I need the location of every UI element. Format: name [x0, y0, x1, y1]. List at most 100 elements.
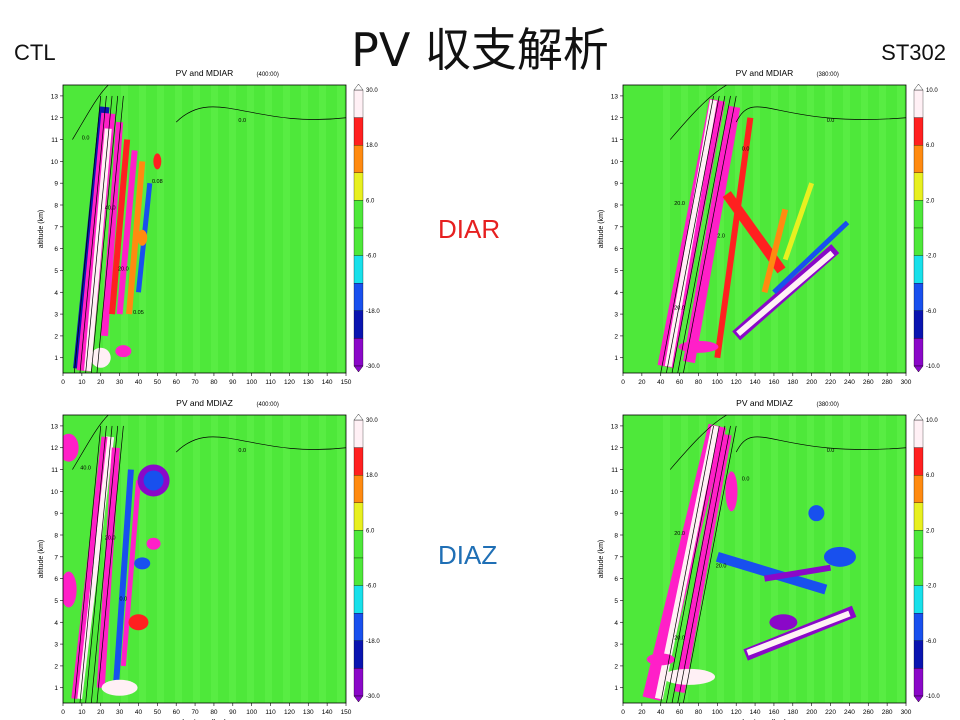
panel-title: PV and MDIAZ	[736, 398, 793, 408]
contour-label: 20.0	[674, 636, 685, 642]
x-tick-label: 260	[863, 379, 874, 386]
y-tick-label: 9	[614, 181, 618, 188]
colorbar-swatch	[913, 613, 924, 641]
zero-contour	[735, 436, 906, 453]
colorbar-swatch	[353, 530, 364, 559]
shade-yellow-streak	[782, 182, 815, 261]
colorbar-label: 30.0	[366, 418, 378, 424]
pv-contours	[660, 415, 906, 703]
y-tick-label: 8	[614, 203, 618, 210]
contour-label: 0.0	[827, 448, 835, 454]
contour-label: 0.0	[742, 476, 750, 482]
x-tick-label: 90	[229, 709, 237, 716]
field-streak	[663, 85, 670, 373]
colorbar-swatch	[353, 200, 364, 229]
field-streak	[193, 85, 200, 373]
x-tick-label: 100	[712, 709, 723, 716]
y-tick-label: 6	[614, 576, 618, 583]
colorbar-swatch	[913, 419, 924, 448]
colorbar-swatch	[913, 475, 924, 503]
field-streak	[771, 415, 778, 703]
colorbar-swatch	[353, 172, 364, 201]
x-tick-label: 80	[210, 709, 218, 716]
pv-contours	[72, 415, 346, 703]
y-tick-label: 3	[614, 312, 618, 319]
pv-contour-line	[79, 425, 107, 703]
y-tick-label: 10	[611, 489, 619, 496]
x-tick-label: 110	[265, 379, 276, 386]
pv-contours	[72, 85, 346, 373]
x-tick-label: 10	[78, 379, 86, 386]
x-tick-label: 50	[154, 379, 162, 386]
colorbar-label: -6.0	[926, 309, 937, 315]
field-streak	[337, 415, 344, 703]
x-tick-label: 40	[135, 709, 143, 716]
field-streak	[789, 415, 796, 703]
x-tick-label: 80	[210, 379, 218, 386]
y-tick-label: 13	[51, 93, 59, 100]
colorbar-swatch	[353, 117, 364, 146]
plot-frame	[622, 414, 907, 704]
x-tick-label: 90	[229, 379, 237, 386]
field-streak	[193, 415, 200, 703]
pv-contour-line	[90, 95, 119, 373]
shade-purple-spot	[769, 614, 798, 631]
x-tick-label: 220	[825, 379, 836, 386]
colorbar-swatch	[913, 89, 924, 118]
x-tick-label: 10	[78, 709, 86, 716]
pv-contour-line	[85, 95, 113, 373]
x-tick-label: 130	[303, 709, 314, 716]
panel-title: PV and MDIAZ	[176, 398, 233, 408]
pv-contour-line	[79, 95, 107, 373]
shade-surface-pink	[646, 653, 675, 666]
field-shading	[63, 415, 344, 703]
shade-white-tongue	[736, 250, 835, 337]
colorbar-label: 6.0	[926, 473, 935, 479]
field-streak	[861, 85, 868, 373]
colorbar-label: -2.0	[926, 584, 937, 590]
field-streak	[247, 415, 254, 703]
x-tick-label: 280	[882, 709, 893, 716]
colorbar-swatch	[913, 117, 924, 146]
colorbar-swatch	[913, 283, 924, 311]
shade-orange-tongue	[761, 208, 789, 294]
colorbar-label: 2.0	[926, 528, 935, 534]
colorbar-bottom-arrow	[353, 365, 364, 373]
x-tick-label: 80	[695, 709, 703, 716]
y-tick-label: 1	[54, 685, 58, 692]
y-tick-label: 11	[611, 467, 618, 474]
field-streak	[139, 85, 146, 373]
colorbar-label: 6.0	[366, 528, 375, 534]
shade-surface-white	[101, 679, 138, 696]
x-tick-label: 140	[322, 709, 333, 716]
x-tick-label: 0	[61, 379, 65, 386]
x-tick-label: 30	[116, 379, 124, 386]
colorbar-label: 30.0	[366, 88, 378, 94]
colorbar-label: -6.0	[926, 639, 937, 645]
contour-label: 2.0	[717, 234, 725, 240]
y-tick-label: 9	[54, 181, 58, 188]
ctl-diaz-panel: 0 10 20 30 40 50 60 70 80 90 100 110 120 130 140 150123…	[38, 398, 380, 720]
colorbar-bottom-arrow	[913, 695, 924, 703]
shade-surface-white	[90, 347, 111, 368]
zero-contour-left	[72, 85, 109, 140]
x-tick-label: 120	[284, 379, 295, 386]
colorbar-swatch	[353, 338, 364, 367]
shade-red-spot	[153, 153, 162, 170]
x-tick-label: 100	[246, 379, 257, 386]
x-tick-label: 160	[769, 709, 780, 716]
shade-red-spot	[128, 614, 149, 631]
zero-contour-left	[669, 85, 727, 140]
field-streak	[879, 415, 886, 703]
panel-title: PV and MDIAR	[736, 68, 794, 78]
field-streak	[699, 85, 706, 373]
field-shading	[642, 415, 904, 703]
pv-contour-line	[85, 425, 113, 703]
y-tick-label: 12	[611, 115, 619, 122]
y-tick-label: 4	[614, 620, 618, 627]
x-tick-label: 60	[173, 709, 181, 716]
field-streak	[211, 85, 218, 373]
pv-contour-line	[671, 95, 726, 373]
x-tick-label: 20	[638, 379, 646, 386]
diaz-label: DIAZ	[438, 540, 498, 570]
